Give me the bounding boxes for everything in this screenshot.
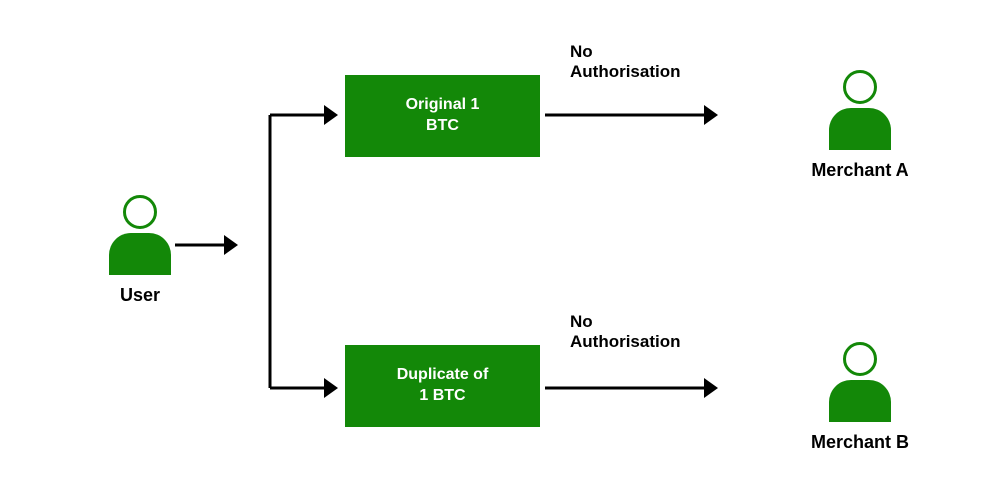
duplicate-btc-box: Duplicate of1 BTC [345, 345, 540, 427]
merchant-a-person: Merchant A [800, 70, 920, 181]
user-head-icon [123, 195, 157, 229]
user-person: User [80, 195, 200, 306]
no-authorisation-1-line1: No [570, 42, 681, 62]
no-authorisation-2-line1: No [570, 312, 681, 332]
merchant-b-label: Merchant B [800, 432, 920, 453]
merchant-a-label: Merchant A [800, 160, 920, 181]
no-authorisation-2: No Authorisation [570, 312, 681, 353]
merchant-b-body-icon [829, 380, 891, 422]
original-btc-box: Original 1BTC [345, 75, 540, 157]
merchant-b-person: Merchant B [800, 342, 920, 453]
user-body-icon [109, 233, 171, 275]
no-authorisation-1: No Authorisation [570, 42, 681, 83]
duplicate-btc-text: Duplicate of1 BTC [397, 365, 489, 407]
user-label: User [80, 285, 200, 306]
diagram-stage: User Merchant A Merchant B Original 1BTC… [0, 0, 1000, 500]
original-btc-text: Original 1BTC [406, 95, 480, 137]
merchant-a-body-icon [829, 108, 891, 150]
merchant-b-head-icon [843, 342, 877, 376]
no-authorisation-2-line2: Authorisation [570, 332, 681, 352]
merchant-a-head-icon [843, 70, 877, 104]
no-authorisation-1-line2: Authorisation [570, 62, 681, 82]
